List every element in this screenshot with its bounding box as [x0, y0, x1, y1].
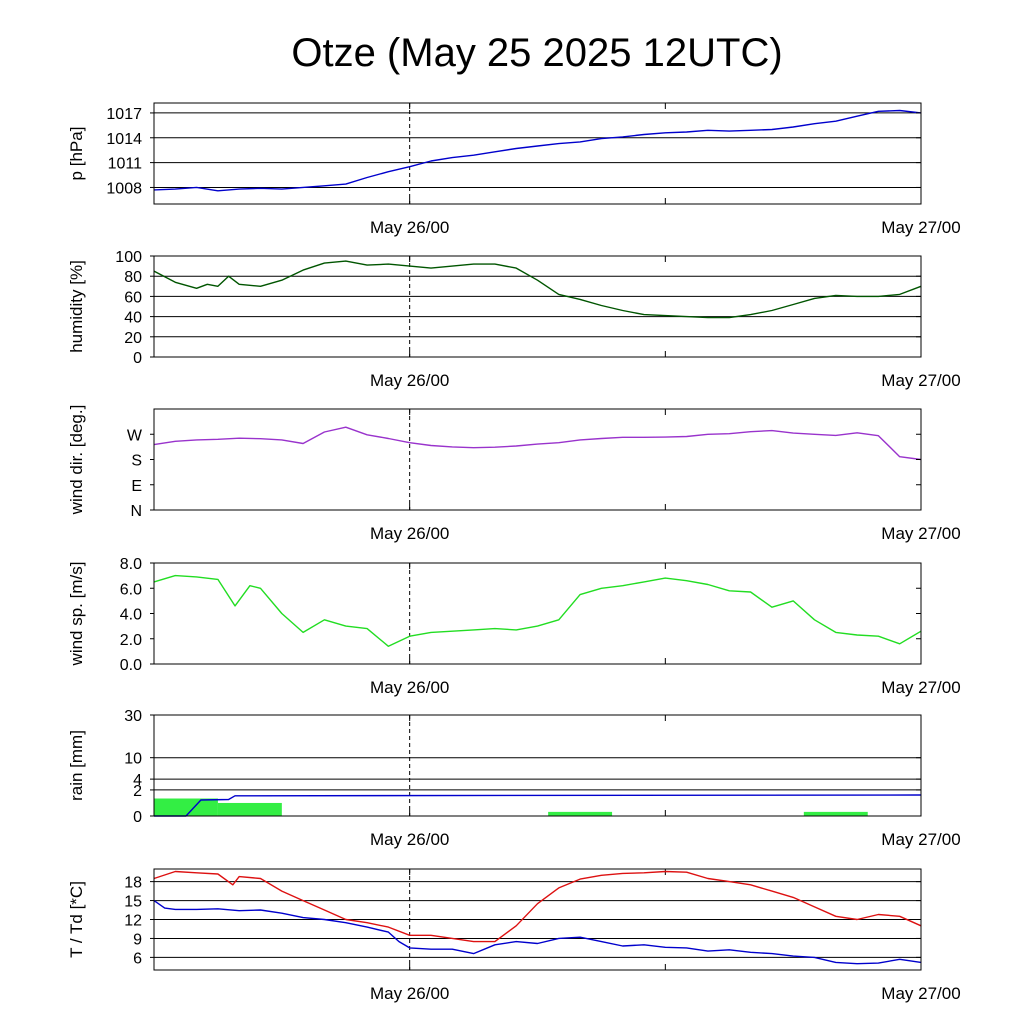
y-axis-label: wind dir. [deg.]	[67, 405, 86, 516]
y-tick-label: 0	[133, 350, 142, 367]
chart-title: Otze (May 25 2025 12UTC)	[291, 31, 782, 75]
series-line-wind_speed-0	[153, 574, 922, 647]
y-axis-label: humidity [%]	[67, 260, 86, 353]
y-tick-label: 20	[124, 330, 142, 347]
x-tick-label: May 26/00	[370, 678, 449, 697]
series-line-pressure-0	[153, 109, 922, 192]
y-tick-label: 15	[124, 894, 142, 911]
series-line-temperature-0	[153, 870, 922, 943]
panel-temperature: 6 912 15 18 T / Td [*C] May 26/00 May 27/00	[67, 868, 961, 1003]
y-tick-label: 1014	[106, 131, 142, 148]
panel-rain: 0 24 10 30 rain [mm] May 26/00 May 27/00	[67, 708, 961, 849]
panel-pressure: 1008 1011 1014 1017 p [hPa] May 26/00 May 27/0…	[67, 102, 961, 237]
x-tick-label: May 27/00	[881, 984, 960, 1003]
y-tick-label: 4	[133, 772, 142, 789]
rain-bar	[803, 811, 868, 816]
x-tick-label: May 27/00	[881, 371, 960, 390]
y-tick-label: 2	[133, 783, 142, 800]
x-tick-label: May 26/00	[370, 830, 449, 849]
y-tick-label: 30	[124, 708, 142, 725]
y-tick-label: 6	[133, 950, 142, 967]
y-tick-label: N	[130, 503, 142, 520]
y-tick-label: 1017	[106, 106, 142, 123]
series-line-humidity-0	[153, 260, 922, 319]
y-tick-label: 100	[115, 249, 142, 266]
y-tick-label: 12	[124, 913, 142, 930]
rain-bar	[154, 798, 218, 816]
x-tick-label: May 26/00	[370, 371, 449, 390]
panel-frame	[153, 255, 922, 358]
series-line-wind_dir-0	[153, 426, 922, 461]
x-tick-label: May 27/00	[881, 830, 960, 849]
rain-bar	[548, 811, 613, 816]
y-axis-label: wind sp. [m/s]	[67, 562, 86, 667]
y-tick-label: 60	[124, 289, 142, 306]
panel-wind_speed: 0.0 2.0 4.0 6.0 8.0 wind sp. [m/s] May 26/00 Ma…	[67, 556, 961, 697]
x-tick-label: May 26/00	[370, 984, 449, 1003]
y-tick-label: S	[131, 453, 142, 470]
y-tick-label: E	[131, 478, 142, 495]
y-tick-label: 1011	[108, 156, 143, 173]
y-axis-label: rain [mm]	[67, 730, 86, 801]
y-tick-label: 0	[133, 809, 142, 826]
x-tick-label: May 27/00	[881, 678, 960, 697]
y-tick-label: 10	[124, 751, 142, 768]
y-tick-label: 40	[124, 310, 142, 327]
x-tick-label: May 27/00	[881, 218, 960, 237]
y-tick-label: 6.0	[120, 581, 142, 598]
series-line-temperature-1	[153, 900, 922, 965]
panel-frame	[153, 562, 922, 665]
x-tick-label: May 26/00	[370, 218, 449, 237]
rain-bar	[217, 802, 282, 816]
y-tick-label: 4.0	[120, 607, 142, 624]
y-axis-label: p [hPa]	[67, 127, 86, 181]
y-axis-label: T / Td [*C]	[67, 881, 86, 958]
panel-humidity: 0 20 40 60 80 100 humidity [%] May 26/00 May 27/…	[67, 249, 961, 390]
y-tick-label: 0.0	[120, 657, 142, 674]
y-tick-label: 8.0	[120, 556, 142, 573]
x-tick-label: May 27/00	[881, 524, 960, 543]
y-tick-label: 9	[133, 931, 142, 948]
x-tick-label: May 26/00	[370, 524, 449, 543]
y-tick-label: 18	[124, 875, 142, 892]
y-tick-label: 80	[124, 269, 142, 286]
panel-frame	[153, 102, 922, 205]
y-tick-label: W	[127, 427, 143, 444]
panel-frame	[153, 714, 922, 817]
panel-frame	[153, 408, 922, 511]
y-tick-label: 1008	[106, 180, 142, 197]
y-tick-label: 2.0	[120, 632, 142, 649]
panels: 1008 1011 1014 1017 p [hPa] May 26/00 May 27/0…	[67, 102, 961, 1003]
